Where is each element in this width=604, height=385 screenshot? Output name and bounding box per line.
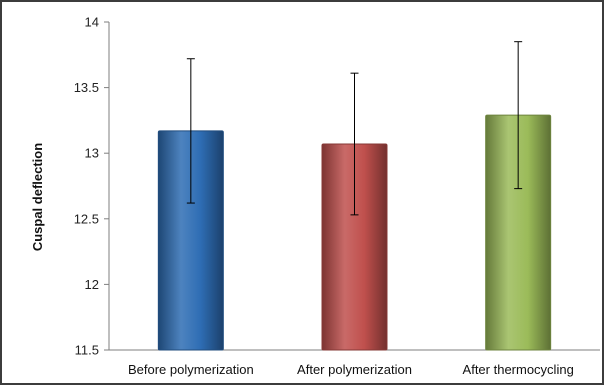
y-tick-label: 13 <box>85 146 99 161</box>
x-axis-labels: Before polymerization After polymerizatio… <box>128 362 574 377</box>
x-category-label: After polymerization <box>297 362 412 377</box>
y-tick-label: 12.5 <box>74 211 99 226</box>
y-tick-label: 12 <box>85 277 99 292</box>
y-tick-label: 13.5 <box>74 80 99 95</box>
error-bars <box>186 41 523 216</box>
y-tick-label: 11.5 <box>75 343 99 358</box>
bars <box>157 114 552 351</box>
y-axis-title: Cuspal deflection <box>30 143 45 251</box>
y-tick-label: 14 <box>85 15 99 30</box>
x-category-label: Before polymerization <box>128 362 254 377</box>
x-category-label: After thermocycling <box>463 362 574 377</box>
